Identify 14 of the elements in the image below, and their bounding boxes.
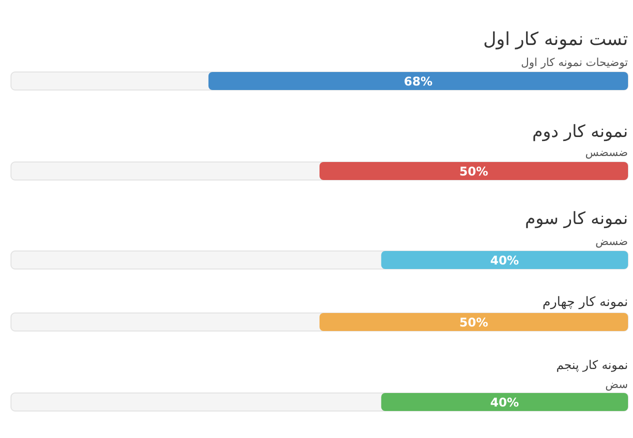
y-tick-label: نمونه کار چهارم (542, 295, 628, 310)
y-tick-label: نمونه کار دوم (532, 122, 628, 142)
data-label: 68% (404, 74, 433, 88)
annotation: ضسض (595, 235, 628, 248)
data-label: 40% (490, 396, 519, 410)
y-tick-label: نمونه کار سوم (524, 209, 628, 229)
data-label: 50% (459, 316, 488, 330)
annotation: توضیحات نمونه کار اول (520, 56, 628, 69)
y-tick-label: تست نمونه کار اول (483, 29, 628, 50)
data-label: 40% (490, 254, 519, 268)
annotation: ضسضس (585, 146, 628, 159)
annotation: سض (605, 378, 628, 391)
y-tick-label: نمونه کار پنجم (556, 358, 628, 372)
data-label: 50% (459, 164, 488, 178)
